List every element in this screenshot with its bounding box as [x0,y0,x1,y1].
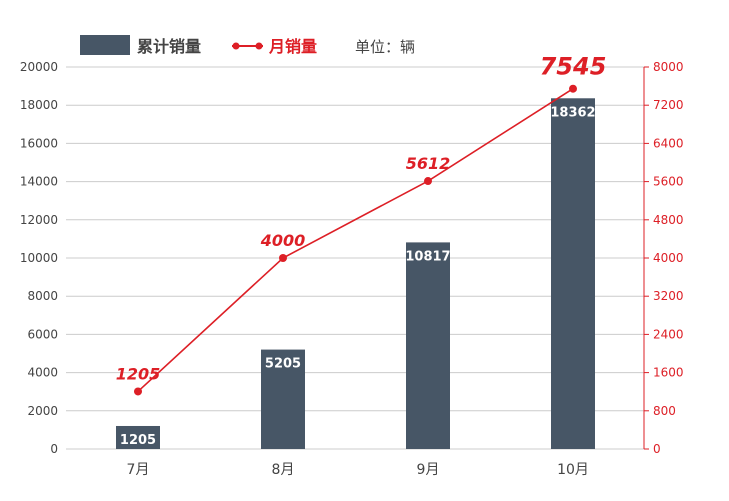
x-category-label: 8月 [272,462,295,478]
left-tick-label: 6000 [27,327,58,341]
x-category-label: 10月 [557,462,589,478]
line-value-label: 7545 [540,53,607,81]
right-tick-label: 7200 [653,98,684,112]
right-tick-label: 6400 [653,136,684,150]
bar [261,349,305,449]
bar [551,98,595,449]
right-tick-label: 800 [653,404,676,418]
left-axis-ticks: 0 2000 4000 6000 8000 10000 12000 14000 16000 180… [20,60,58,456]
line-value-label: 1205 [116,364,161,383]
line-point [279,254,287,262]
left-tick-label: 4000 [27,366,58,380]
left-tick-label: 20000 [20,60,58,74]
legend: 累计销量 月销量 单位：辆 [80,35,415,56]
left-tick-label: 16000 [20,136,58,150]
line-point [134,387,142,396]
left-tick-label: 8000 [27,289,58,303]
left-tick-label: 2000 [27,404,58,418]
line-value-label: 5612 [406,154,451,173]
right-tick-label: 1600 [653,366,684,380]
left-tick-label: 14000 [20,175,58,189]
line-value-labels: 1205 4000 5612 7545 [116,53,607,384]
right-tick-label: 4800 [653,213,684,227]
right-tick-label: 0 [653,442,661,456]
left-tick-label: 0 [50,442,58,456]
legend-bar-swatch [80,35,130,55]
x-axis-category-labels: 7月 8月 9月 10月 [127,462,589,478]
bar [406,242,450,449]
left-tick-label: 10000 [20,251,58,265]
left-tick-label: 18000 [20,98,58,112]
bar-value-label: 18362 [550,105,595,120]
bar-value-labels: 1205 5205 10817 18362 [120,105,596,448]
line-value-label: 4000 [260,231,306,250]
x-category-label: 7月 [127,462,150,478]
monthly-line [137,88,574,393]
right-tick-label: 8000 [653,60,684,74]
right-tick-label: 2400 [653,327,684,341]
line-point [424,177,432,186]
bar-value-label: 5205 [265,357,301,372]
right-tick-label: 4000 [653,251,684,265]
left-tick-label: 12000 [20,213,58,227]
right-axis-ticks: 0 800 1600 2400 3200 4000 4800 5600 6400 7200 8000 [644,60,684,456]
line-series-monthly [134,84,577,396]
legend-line-marker-right [255,42,263,50]
x-category-label: 9月 [417,462,440,478]
right-tick-label: 3200 [653,289,684,303]
bar-value-label: 1205 [120,433,156,448]
legend-line-marker-left [232,42,240,50]
bar [116,425,160,449]
bar-series-cumulative [116,98,595,449]
bar-value-label: 10817 [405,249,450,264]
unit-label: 单位：辆 [355,38,415,56]
legend-line-label: 月销量 [268,37,317,56]
legend-bar-label: 累计销量 [137,37,201,56]
right-tick-label: 5600 [653,175,684,189]
line-point [569,84,577,93]
